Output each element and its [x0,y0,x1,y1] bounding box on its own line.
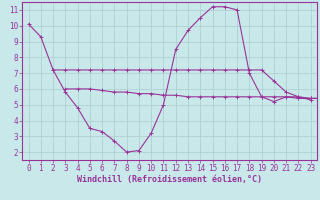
X-axis label: Windchill (Refroidissement éolien,°C): Windchill (Refroidissement éolien,°C) [77,175,262,184]
